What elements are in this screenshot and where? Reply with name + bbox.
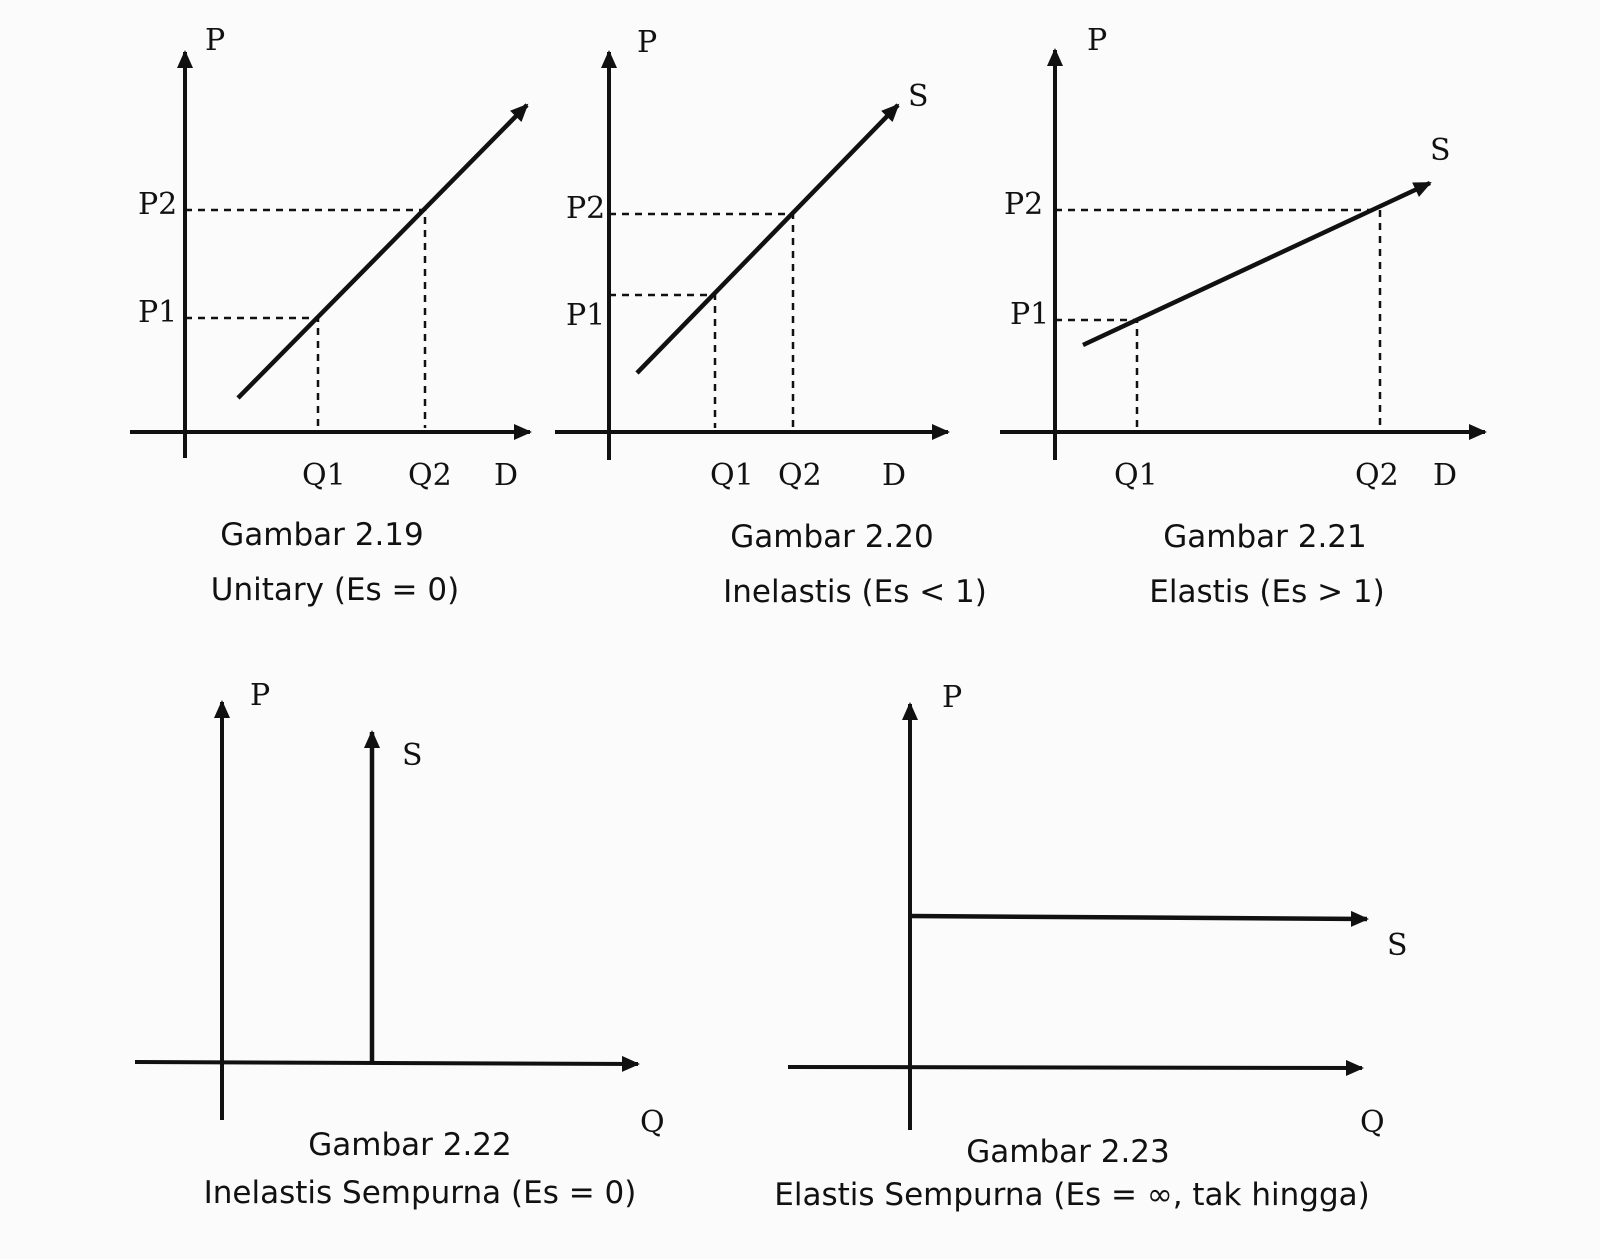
y-axis-label: P bbox=[250, 678, 270, 713]
subtitle: Elastis (Es > 1) bbox=[1149, 574, 1384, 610]
x-end-label: D bbox=[882, 458, 906, 493]
curve-label: S bbox=[1430, 133, 1451, 168]
p1-label: P1 bbox=[138, 295, 177, 330]
subtitle: Unitary (Es = 0) bbox=[211, 572, 459, 608]
q2-label: Q2 bbox=[778, 458, 822, 493]
subtitle: Inelastis (Es < 1) bbox=[723, 574, 987, 610]
y-axis-label: P bbox=[1087, 23, 1107, 58]
x-axis bbox=[134, 1055, 640, 1072]
q1-label: Q1 bbox=[710, 458, 754, 493]
curve-label: S bbox=[1387, 928, 1408, 963]
figure-2-21: P S P2 P1 Q1 Q2 D Gambar 2.21 Elastis (E… bbox=[1000, 23, 1487, 610]
supply-curve bbox=[635, 103, 900, 375]
curve-label: S bbox=[402, 738, 423, 773]
p1-label: P1 bbox=[566, 298, 605, 333]
figure-2-23: P S Q Gambar 2.23 Elastis Sempurna (Es =… bbox=[774, 680, 1407, 1213]
y-axis-label: P bbox=[942, 680, 962, 715]
p1-q1-guide bbox=[1055, 318, 1139, 428]
x-axis bbox=[787, 1059, 1364, 1076]
p2-label: P2 bbox=[138, 187, 177, 222]
supply-curve bbox=[236, 103, 529, 400]
p2-q2-guide bbox=[1055, 208, 1382, 428]
subtitle: Elastis Sempurna (Es = ∞, tak hingga) bbox=[774, 1177, 1369, 1213]
q1-label: Q1 bbox=[1114, 458, 1158, 493]
subtitle: Inelastis Sempurna (Es = 0) bbox=[204, 1175, 637, 1211]
figure-2-22: P S Q Gambar 2.22 Inelastis Sempurna (Es… bbox=[134, 678, 665, 1211]
x-end-label: D bbox=[1433, 458, 1457, 493]
q2-label: Q2 bbox=[1355, 458, 1399, 493]
y-axis-label: P bbox=[205, 23, 225, 58]
p1-label: P1 bbox=[1010, 297, 1049, 332]
p1-q1-guide bbox=[609, 293, 717, 428]
p2-q2-guide bbox=[185, 208, 427, 428]
figure-2-19: P P2 P1 Q1 Q2 D Gambar 2.19 Unitary (Es … bbox=[130, 23, 532, 608]
caption: Gambar 2.19 bbox=[220, 517, 424, 553]
figure-2-20: P S P2 P1 Q1 Q2 D Gambar 2.20 Inelastis … bbox=[555, 25, 987, 610]
caption: Gambar 2.23 bbox=[966, 1134, 1170, 1170]
supply-curve-horizontal bbox=[909, 910, 1369, 927]
x-end-label: D bbox=[494, 458, 518, 493]
p1-q1-guide bbox=[185, 316, 320, 428]
p2-q2-guide bbox=[609, 212, 795, 428]
curve-label: S bbox=[908, 79, 929, 114]
caption: Gambar 2.22 bbox=[308, 1127, 512, 1163]
x-axis-label: Q bbox=[640, 1105, 665, 1140]
x-axis-label: Q bbox=[1360, 1105, 1385, 1140]
caption: Gambar 2.21 bbox=[1163, 519, 1367, 555]
q2-label: Q2 bbox=[408, 458, 452, 493]
caption: Gambar 2.20 bbox=[730, 519, 934, 555]
q1-label: Q1 bbox=[302, 458, 346, 493]
p2-label: P2 bbox=[1004, 187, 1043, 222]
y-axis-label: P bbox=[637, 25, 657, 60]
p2-label: P2 bbox=[566, 191, 605, 226]
